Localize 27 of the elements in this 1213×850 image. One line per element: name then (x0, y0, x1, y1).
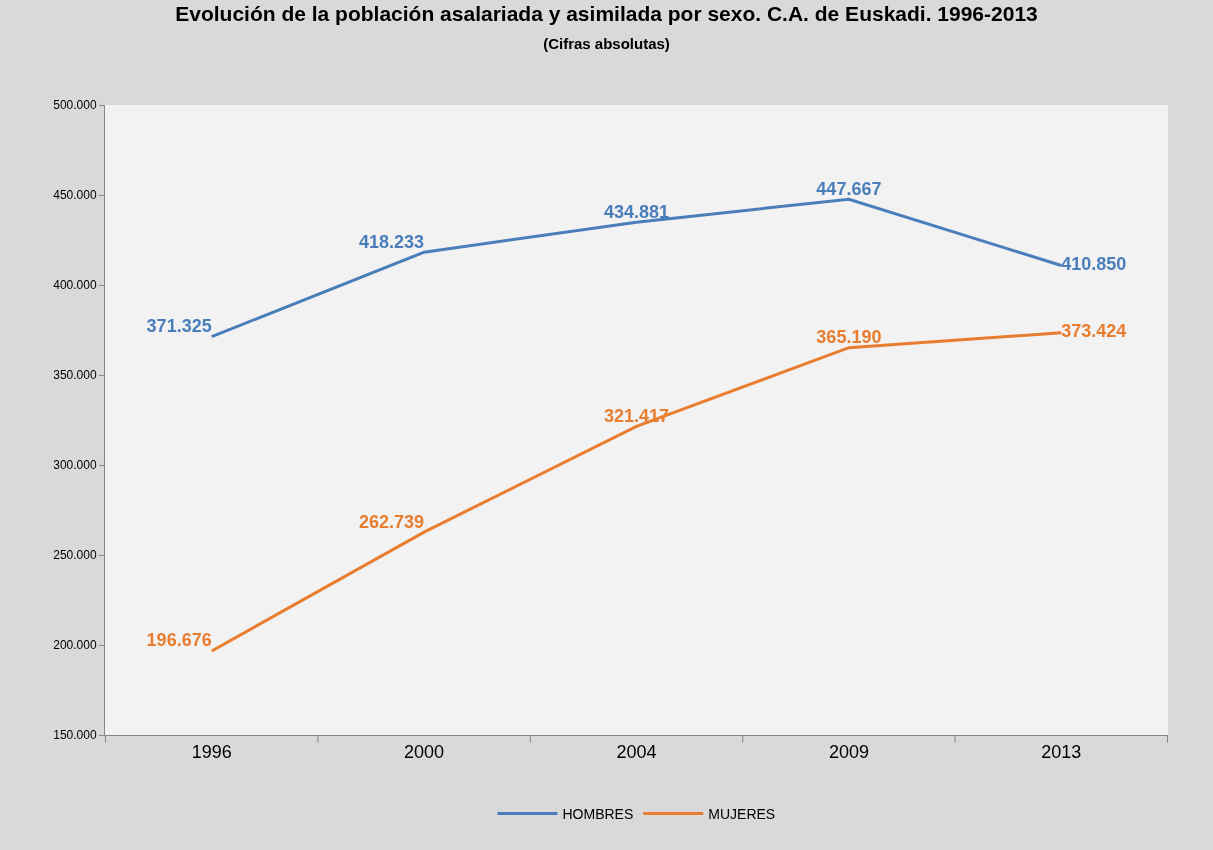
legend-label: MUJERES (708, 806, 776, 823)
x-tick-label: 2000 (404, 741, 445, 762)
y-tick-label: 350.000 (53, 368, 97, 383)
data-label: 447.667 (816, 178, 882, 199)
data-label: 196.676 (146, 630, 212, 651)
legend-label: HOMBRES (562, 806, 634, 823)
data-label: 434.881 (603, 201, 670, 222)
x-tick-label: 2009 (828, 741, 869, 762)
data-label: 262.739 (359, 511, 425, 532)
y-tick-label: 500.000 (53, 98, 97, 113)
data-label: 373.424 (1061, 321, 1127, 342)
chart-title: Evolución de la población asalariada y asimilada por sexo. C.A. de Euskadi. 1996-2013 (175, 2, 1038, 26)
y-tick-label: 200.000 (53, 638, 97, 653)
y-tick-label: 300.000 (53, 458, 97, 473)
x-tick-label: 2004 (616, 741, 657, 762)
y-tick-label: 450.000 (53, 188, 97, 203)
y-tick-label: 250.000 (53, 548, 97, 563)
line-series (210, 331, 1063, 653)
data-label: 365.190 (816, 327, 882, 348)
x-tick-label: 1996 (191, 741, 232, 762)
data-label: 418.233 (359, 231, 425, 252)
data-label: 410.850 (1061, 253, 1127, 274)
chart-subtitle: (Cifras absolutas) (543, 34, 670, 52)
x-tick-label: 2013 (1041, 741, 1082, 762)
y-tick-label: 400.000 (53, 278, 97, 293)
data-label: 371.325 (146, 316, 212, 337)
y-tick-label: 150.000 (53, 728, 97, 743)
